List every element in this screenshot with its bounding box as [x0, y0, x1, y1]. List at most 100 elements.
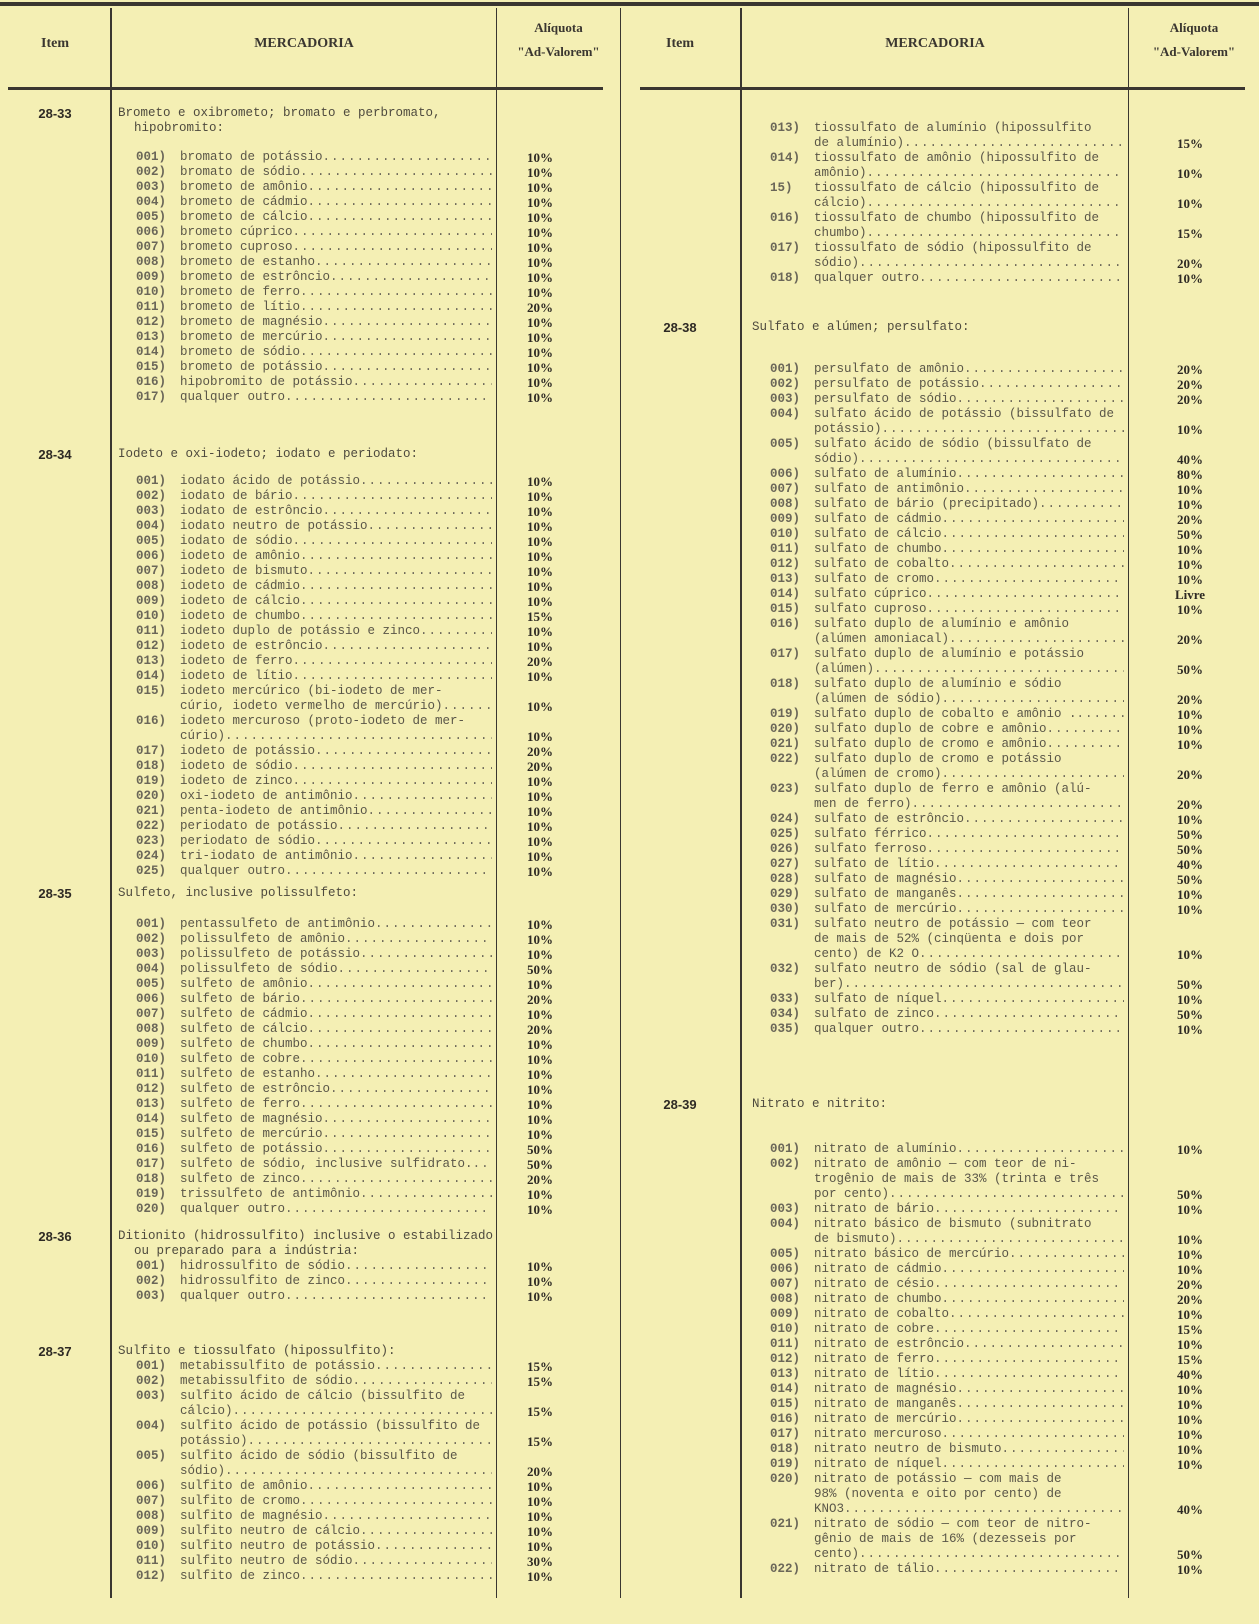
entry-description: brometo de cálcio [180, 210, 308, 224]
leader-dots: ........................................… [292, 669, 492, 683]
column-divider [496, 8, 497, 1598]
entry-rate: 50% [1177, 872, 1203, 887]
entry-description: persulfato de potássio [814, 377, 980, 391]
tariff-entry-line: 012) sulfeto de estrôncio ...............… [118, 1082, 553, 1097]
tariff-entry-line: 018) sulfeto de zinco ...................… [118, 1172, 553, 1187]
entry-number: 016) [770, 1412, 801, 1426]
entry-description: nitrato básico de mercúrio [814, 1247, 1010, 1261]
tariff-entry-line: 015) brometo de potássio ................… [118, 360, 553, 375]
entry-rate: 40% [1177, 1502, 1203, 1517]
entry-rate: 10% [527, 864, 553, 879]
tariff-entry-line: 014) nitrato de magnésio ................… [752, 1382, 1203, 1397]
tariff-entry-line: 003) qualquer outro .....................… [118, 1289, 553, 1304]
entry-description: iodeto de chumbo [180, 609, 301, 623]
tariff-entry-line: 016) sulfeto de potássio ................… [118, 1142, 553, 1157]
tariff-entry-line: 014) brometo de sódio ...................… [118, 345, 553, 360]
tariff-entry-line: 003) polissulfeto de potássio ...........… [118, 947, 553, 962]
leader-dots: ........................................… [300, 285, 492, 299]
entry-number: 001) [770, 1142, 801, 1156]
entry-rate: 20% [1177, 392, 1203, 407]
tariff-entry-line: 010) nitrato de cobre ...................… [752, 1322, 1203, 1337]
entry-description: metabissulfito de potássio [180, 1359, 376, 1373]
tariff-entry-line: 009) sulfito neutro de cálcio ...........… [118, 1524, 553, 1539]
leader-dots: ........................................… [934, 1322, 1124, 1336]
leader-dots: ........................................… [941, 692, 1124, 706]
entry-description: hipobromito de potássio [180, 375, 353, 389]
leader-dots: ........................................… [964, 482, 1124, 496]
entry-number: 009) [136, 1037, 167, 1051]
tariff-entry-line: 018) nitrato neutro de bismuto ..........… [752, 1442, 1203, 1457]
entry-number: 004) [136, 519, 167, 533]
header-bottom-rule-left [8, 87, 603, 90]
tariff-entry-line: chumbo) ................................… [752, 226, 1203, 241]
entry-description: sulfato de cádmio [814, 512, 942, 526]
entry-rate: 10% [1177, 1412, 1203, 1427]
entry-description: nitrato mercuroso [814, 1427, 942, 1441]
entry-description: iodato de estrôncio [180, 504, 323, 518]
entry-description: iodeto de ferro [180, 654, 293, 668]
entry-description: sulfeto de chumbo [180, 1037, 308, 1051]
tariff-entry-line: 006) brometo cúprico ....................… [118, 225, 553, 240]
entry-description: sulfato duplo de alumínio e potássio [814, 647, 1085, 661]
entry-description: brometo de amônio [180, 180, 308, 194]
leader-dots: ........................................… [919, 271, 1124, 285]
tariff-entry-line: 013) brometo de mercúrio ................… [118, 330, 553, 345]
entry-description: periodato de sódio [180, 834, 316, 848]
entry-rate: 15% [1177, 1322, 1203, 1337]
entry-number: 008) [136, 1509, 167, 1523]
entry-number: 002) [770, 377, 801, 391]
column-divider [620, 8, 621, 1598]
leader-dots: ........................................… [367, 519, 492, 533]
tariff-entry-line: 025) sulfato férrico ....................… [752, 827, 1203, 842]
leader-dots: ........................................… [934, 1202, 1124, 1216]
entry-description: sulfito de zinco [180, 1569, 301, 1583]
entry-description: sulfito ácido de potássio (bissulfito de [180, 1419, 481, 1433]
entry-rate: 10% [1177, 737, 1203, 752]
tariff-entry-line: 011) sulfito neutro de sódio ............… [118, 1554, 553, 1569]
entry-rate: 10% [527, 240, 553, 255]
section-title: hipobromito: [134, 121, 225, 135]
entry-rate: 10% [1177, 1562, 1203, 1577]
leader-dots: ........................................… [307, 1037, 492, 1051]
entry-description: (alúmen de sódio) [814, 692, 942, 706]
leader-dots: ........................................… [442, 699, 492, 713]
entry-rate: 10% [527, 789, 553, 804]
tariff-entry-line: 018) iodeto de sódio ....................… [118, 759, 553, 774]
entry-rate: 80% [1177, 467, 1203, 482]
tariff-entry-line: 007) nitrato de césio ...................… [752, 1277, 1203, 1292]
tariff-entry-line: potássio) ..............................… [752, 422, 1203, 437]
tariff-entry-line: 022) sulfato duplo de cromo e potássio [752, 752, 1124, 767]
leader-dots: ........................................… [949, 557, 1124, 571]
entry-number: 008) [136, 255, 167, 269]
section-title: Sulfato e alúmen; persulfato: [752, 320, 970, 334]
tariff-entry-line: 001) iodato ácido de potássio ...........… [118, 474, 553, 489]
leader-dots: ........................................… [919, 947, 1124, 961]
entry-description: sulfato duplo de cromo e amônio [814, 737, 1047, 751]
leader-dots: ........................................… [315, 834, 492, 848]
entry-rate: 20% [1177, 377, 1203, 392]
tariff-entry-line: 013) sulfeto de ferro ...................… [118, 1097, 553, 1112]
entry-description: periodato de potássio [180, 819, 338, 833]
section-body: Brometo e oxibrometo; bromato e perbroma… [118, 106, 553, 405]
leader-dots: ........................................… [956, 887, 1124, 901]
entry-description: cento) de K2 O [814, 947, 920, 961]
entry-number: 022) [136, 819, 167, 833]
entry-description: iodeto de lítio [180, 669, 293, 683]
entry-description: sulfato de cobalto [814, 557, 950, 571]
leader-dots: ........................................… [375, 1359, 492, 1373]
tariff-entry-line: 014) tiossulfato de amônio (hipossulfito … [752, 151, 1124, 166]
leader-dots: ........................................… [322, 315, 492, 329]
leader-dots: ........................................… [322, 330, 492, 344]
tariff-entry-line: 027) sulfato de lítio ...................… [752, 857, 1203, 872]
entry-number: 018) [770, 271, 801, 285]
entry-description: brometo cuproso [180, 240, 293, 254]
tariff-entry-line: sódio) .................................… [752, 452, 1203, 467]
tariff-entry-line: 012) sulfito de zinco ...................… [118, 1569, 553, 1584]
tariff-entry-line: 001) metabissulfito de potássio .........… [118, 1359, 553, 1374]
entry-rate: 50% [527, 1157, 553, 1172]
entry-description: pentassulfeto de antimônio [180, 917, 376, 931]
leader-dots: ........................................… [352, 375, 492, 389]
tariff-entry-line: 005) sulfito ácido de sódio (bissulfito d… [118, 1449, 492, 1464]
entry-rate: 10% [527, 917, 553, 932]
leader-dots: ........................................… [285, 1202, 492, 1216]
